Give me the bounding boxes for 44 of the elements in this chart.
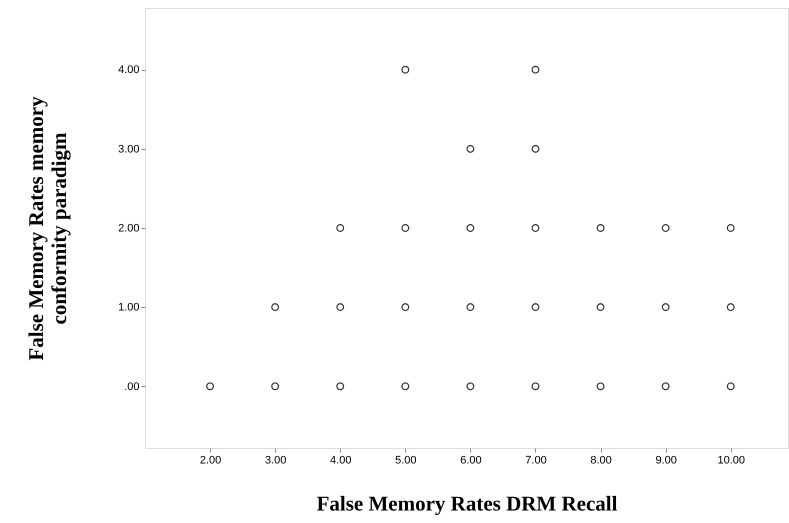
point xyxy=(271,382,280,390)
point xyxy=(596,224,605,232)
point xyxy=(726,382,735,390)
point xyxy=(401,224,410,232)
y-tick-label: 1.00 xyxy=(118,302,140,314)
point xyxy=(466,144,474,153)
point xyxy=(336,303,344,312)
point xyxy=(401,66,410,74)
x-tick-label: 9.00 xyxy=(655,454,677,466)
y-axis-title: False Memory Rates memory conformity paradigm xyxy=(24,96,72,361)
y-tick-label: 4.00 xyxy=(118,64,140,76)
x-tick-label: 5.00 xyxy=(395,454,417,466)
point xyxy=(662,382,670,390)
point xyxy=(726,303,735,312)
x-tick-label: 2.00 xyxy=(200,454,222,466)
x-tick-label: 6.00 xyxy=(460,454,482,466)
point xyxy=(206,382,214,390)
y-tick-label: .00 xyxy=(124,380,140,393)
point xyxy=(532,66,540,74)
y-tick-label: 3.00 xyxy=(118,143,140,156)
point xyxy=(336,382,344,390)
point xyxy=(466,303,474,312)
x-tick-label: 7.00 xyxy=(525,454,547,466)
x-tick-label: 8.00 xyxy=(590,454,612,466)
point xyxy=(466,382,474,390)
x-axis-title: False Memory Rates DRM Recall xyxy=(316,492,618,516)
point xyxy=(726,224,735,232)
point xyxy=(532,303,540,312)
point xyxy=(401,382,410,390)
x-tick-label: 3.00 xyxy=(264,454,286,466)
point xyxy=(271,303,280,312)
point xyxy=(662,303,670,312)
point xyxy=(596,303,605,312)
point xyxy=(336,224,344,232)
x-tick-label: 10.00 xyxy=(717,454,745,466)
point xyxy=(596,382,605,390)
point xyxy=(401,303,410,312)
point xyxy=(662,224,670,232)
point xyxy=(466,224,474,232)
point xyxy=(532,144,540,153)
point xyxy=(532,382,540,390)
x-tick-label: 4.00 xyxy=(330,454,352,466)
y-tick-label: 2.00 xyxy=(118,222,140,234)
point xyxy=(532,224,540,232)
